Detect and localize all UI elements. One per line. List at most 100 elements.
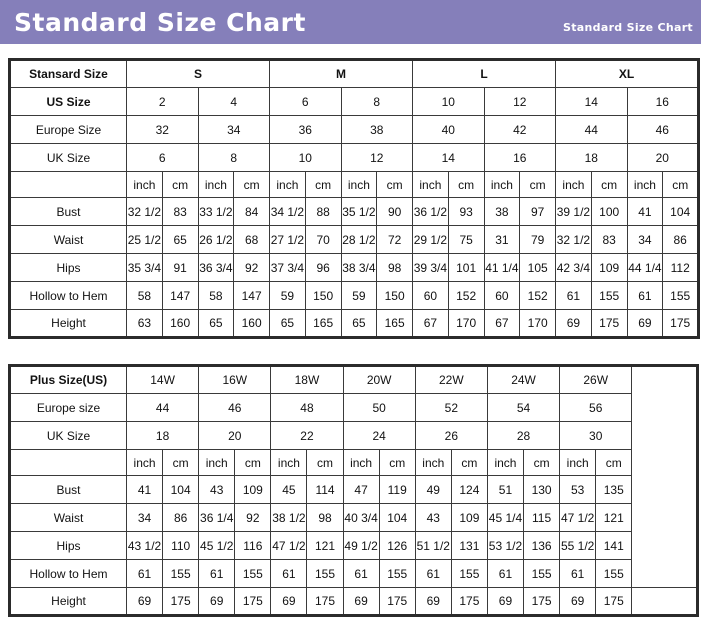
table-row-hollow-to-hem: Hollow to Hem 58 147 58 147 59 150 59 15… <box>9 281 700 310</box>
cell-plus-waist-8: 43 <box>414 503 452 532</box>
cell-europe-size-4: 40 <box>412 115 485 144</box>
cell-hollow-8: 60 <box>412 281 449 310</box>
table-row-uk-size: UK Size 6 8 10 12 14 16 18 20 <box>9 143 700 172</box>
cell-europe-size-0: 32 <box>126 115 199 144</box>
cell-plus-bust-7: 119 <box>378 475 416 504</box>
table-row-plus-hollow-to-hem: Hollow to Hem 61 155 61 155 61 155 61 15… <box>9 559 698 588</box>
cell-height-11: 170 <box>519 309 557 338</box>
cell-plus-hips-1: 110 <box>162 531 200 560</box>
cell-plus-bust-1: 104 <box>162 475 200 504</box>
cell-plus-bust-12: 53 <box>559 475 597 504</box>
cell-bust-14: 41 <box>626 197 664 226</box>
cell-bust-3: 84 <box>233 197 271 226</box>
table-row-bust: Bust 32 1/2 83 33 1/2 84 34 1/2 88 35 1/… <box>9 197 700 226</box>
cell-bust-13: 100 <box>590 197 628 226</box>
cell-plus-europe-5: 54 <box>486 393 561 422</box>
row-label-us-size: US Size <box>9 87 127 116</box>
cell-plus-europe-1: 46 <box>198 393 272 422</box>
cell-hips-8: 39 3/4 <box>412 253 449 282</box>
unit-cell-9: cm <box>447 171 485 198</box>
cell-waist-6: 28 1/2 <box>340 225 378 254</box>
cell-bust-10: 38 <box>483 197 521 226</box>
cell-plus-hollow-7: 155 <box>378 559 416 588</box>
cell-waist-13: 83 <box>590 225 628 254</box>
cell-waist-15: 86 <box>662 225 700 254</box>
cell-hollow-6: 59 <box>340 281 378 310</box>
table-row-plus-bust: Bust 41 104 43 109 45 114 47 119 49 124 … <box>9 475 698 504</box>
cell-bust-15: 104 <box>662 197 700 226</box>
plus-unit-cell-2: inch <box>198 449 236 476</box>
plus-table-body: Plus Size(US) 14W 16W 18W 20W 22W 24W 26… <box>9 365 699 616</box>
cell-plus-europe-4: 52 <box>414 393 488 422</box>
cell-waist-4: 27 1/2 <box>269 225 306 254</box>
unit-cell-14: inch <box>626 171 664 198</box>
cell-height-1: 160 <box>161 309 199 338</box>
cell-plus-height-9: 175 <box>450 587 488 616</box>
cell-plus-waist-1: 86 <box>162 503 200 532</box>
plus-unit-cell-10: inch <box>486 449 525 476</box>
unit-cell-11: cm <box>519 171 557 198</box>
cell-hips-10: 41 1/4 <box>483 253 521 282</box>
cell-uk-size-6: 18 <box>555 143 628 172</box>
row-label-hollow-to-hem: Hollow to Hem <box>9 281 127 310</box>
cell-waist-5: 70 <box>304 225 342 254</box>
cell-bust-4: 34 1/2 <box>269 197 306 226</box>
plus-unit-cell-12: inch <box>559 449 597 476</box>
cell-plus-hollow-9: 155 <box>450 559 488 588</box>
unit-cell-13: cm <box>590 171 628 198</box>
cell-plus-waist-9: 109 <box>450 503 488 532</box>
cell-bust-1: 83 <box>161 197 199 226</box>
row-label-plus-waist: Waist <box>9 503 127 532</box>
cell-waist-14: 34 <box>626 225 664 254</box>
cell-hips-15: 112 <box>662 253 700 282</box>
page-title: Standard Size Chart <box>14 7 306 37</box>
cell-bust-8: 36 1/2 <box>412 197 449 226</box>
cell-height-4: 65 <box>269 309 306 338</box>
table-row-group-header: Stansard Size S M L XL <box>9 59 700 88</box>
row-label-bust: Bust <box>9 197 127 226</box>
cell-hips-1: 91 <box>161 253 199 282</box>
unit-cell-1: cm <box>161 171 199 198</box>
row-label-europe-size: Europe Size <box>9 115 127 144</box>
cell-bust-5: 88 <box>304 197 342 226</box>
cell-plus-hollow-12: 61 <box>559 559 597 588</box>
cell-plus-height-10: 69 <box>486 587 525 616</box>
size-group-xl: XL <box>555 59 700 88</box>
cell-hollow-11: 152 <box>519 281 557 310</box>
cell-height-13: 175 <box>590 309 628 338</box>
cell-hips-2: 36 3/4 <box>197 253 235 282</box>
cell-plus-hips-2: 45 1/2 <box>198 531 236 560</box>
size-group-l: L <box>412 59 557 88</box>
cell-plus-waist-12: 47 1/2 <box>559 503 597 532</box>
cell-plus-height-3: 175 <box>234 587 272 616</box>
cell-us-size-4: 10 <box>412 87 485 116</box>
cell-uk-size-3: 12 <box>340 143 414 172</box>
cell-plus-hips-3: 116 <box>234 531 272 560</box>
cell-plus-hips-9: 131 <box>450 531 488 560</box>
table-row-plus-units: inch cm inch cm inch cm inch cm inch cm … <box>9 449 698 476</box>
cell-hips-7: 98 <box>376 253 414 282</box>
cell-plus-uk-0: 18 <box>125 421 200 450</box>
standard-table-body: Stansard Size S M L XL US Size 2 4 6 8 1… <box>9 59 700 338</box>
cell-plus-hollow-4: 61 <box>270 559 308 588</box>
unit-cell-2: inch <box>197 171 235 198</box>
cell-hips-5: 96 <box>304 253 342 282</box>
plus-unit-cell-5: cm <box>306 449 344 476</box>
cell-plus-height-0: 69 <box>125 587 164 616</box>
cell-plus-uk-3: 24 <box>342 421 416 450</box>
row-label-plus-hollow-to-hem: Hollow to Hem <box>9 559 127 588</box>
cell-plus-hollow-2: 61 <box>198 559 236 588</box>
unit-cell-6: inch <box>340 171 378 198</box>
cell-us-size-0: 2 <box>126 87 199 116</box>
cell-height-8: 67 <box>412 309 449 338</box>
cell-waist-11: 79 <box>519 225 557 254</box>
cell-plus-bust-13: 135 <box>595 475 633 504</box>
cell-plus-height-12: 69 <box>559 587 597 616</box>
cell-bust-11: 97 <box>519 197 557 226</box>
table-row-hips: Hips 35 3/4 91 36 3/4 92 37 3/4 96 38 3/… <box>9 253 700 282</box>
cell-plus-hollow-0: 61 <box>125 559 164 588</box>
cell-plus-hips-12: 55 1/2 <box>559 531 597 560</box>
cell-waist-2: 26 1/2 <box>197 225 235 254</box>
cell-waist-1: 65 <box>161 225 199 254</box>
cell-hollow-15: 155 <box>662 281 700 310</box>
